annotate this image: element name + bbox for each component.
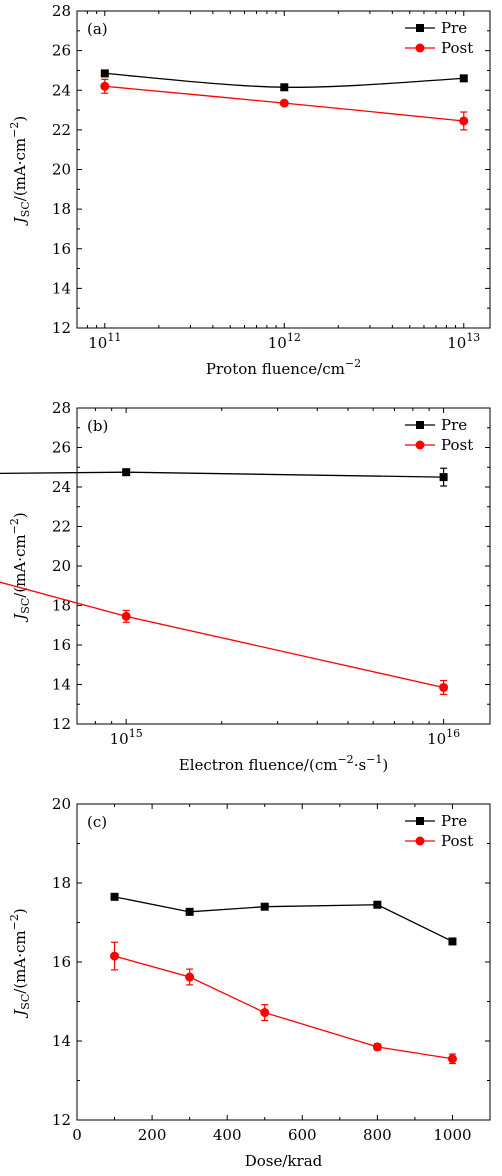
y-tick-label: 16	[52, 953, 71, 971]
plot-frame	[76, 407, 491, 725]
x-tick-label: 600	[288, 1126, 317, 1144]
x-axis-label: Electron fluence/(cm−2·s−1)	[179, 753, 388, 774]
y-tick-label: 12	[52, 1111, 71, 1129]
data-point	[122, 468, 131, 477]
data-point	[447, 1054, 457, 1064]
legend-marker	[415, 836, 425, 846]
y-tick-label: 22	[52, 518, 71, 536]
series-line	[114, 896, 453, 943]
data-point	[439, 473, 448, 482]
y-axis-label: JSC/(mA·cm−2)	[8, 512, 32, 622]
data-point	[100, 81, 110, 91]
data-point	[260, 1008, 270, 1018]
x-tick-label: 200	[138, 1126, 167, 1144]
legend: Pre Post	[405, 416, 473, 454]
data-point	[280, 83, 289, 92]
legend-marker	[416, 817, 424, 825]
data-point	[100, 69, 109, 78]
y-tick-label: 20	[52, 161, 71, 179]
y-tick-label: 24	[52, 81, 71, 99]
legend-label: Pre	[441, 19, 467, 37]
series-line	[114, 955, 453, 1060]
data-point	[459, 116, 469, 126]
series-post	[110, 941, 457, 1065]
y-tick-label: 28	[52, 2, 71, 20]
data-point	[459, 74, 468, 83]
x-tick-label: 1015	[110, 727, 143, 748]
legend: Pre Post	[405, 812, 473, 850]
series-post	[100, 78, 469, 131]
y-axis-label: JSC/(mA·cm−2)	[8, 908, 32, 1018]
series-line	[0, 471, 444, 478]
x-tick-label: 800	[363, 1126, 392, 1144]
x-tick-label: 400	[213, 1126, 242, 1144]
series-pre	[0, 467, 448, 487]
x-tick-label: 1012	[268, 331, 301, 352]
data-point	[260, 902, 269, 911]
chart-panel-1: 12 14 16 18 20 22 24 26 28 1011 1012 1013 Proton flu…	[8, 2, 491, 378]
y-axis-label: JSC/(mA·cm−2)	[8, 116, 32, 226]
legend: Pre Post	[405, 19, 473, 57]
data-point	[185, 907, 194, 916]
x-axis-label: Proton fluence/cm−2	[206, 357, 361, 378]
y-tick-label: 20	[52, 795, 71, 813]
x-tick-label: 1000	[433, 1126, 471, 1144]
data-point	[439, 682, 449, 692]
y-tick-label: 14	[52, 279, 71, 297]
data-point	[279, 98, 289, 108]
panel-label: (a)	[87, 20, 108, 38]
x-tick-label: 1013	[447, 331, 480, 352]
legend-label: Post	[441, 39, 473, 57]
series-pre	[100, 69, 468, 92]
y-tick-label: 16	[52, 636, 71, 654]
legend-marker	[416, 421, 424, 429]
plot-frame	[76, 803, 491, 1121]
x-axis-label: Dose/krad	[245, 1152, 323, 1170]
y-tick-label: 14	[52, 1032, 71, 1050]
y-tick-label: 18	[52, 200, 71, 218]
x-tick-label: 0	[72, 1126, 82, 1144]
data-point	[372, 1042, 382, 1052]
y-tick-label: 22	[52, 121, 71, 139]
data-point	[121, 611, 131, 621]
legend-marker	[416, 24, 424, 32]
x-tick-label: 1016	[427, 727, 460, 748]
y-tick-label: 24	[52, 478, 71, 496]
panel-label: (c)	[87, 813, 107, 831]
y-tick-label: 12	[52, 319, 71, 337]
legend-marker	[415, 440, 425, 450]
y-tick-label: 20	[52, 557, 71, 575]
series-post	[0, 581, 449, 695]
panel-label: (b)	[87, 417, 108, 435]
legend-label: Pre	[441, 812, 467, 830]
legend-marker	[415, 43, 425, 53]
y-tick-label: 14	[52, 676, 71, 694]
data-point	[185, 972, 195, 982]
data-point	[373, 900, 382, 909]
y-tick-label: 28	[52, 399, 71, 417]
data-point	[448, 937, 457, 946]
y-tick-label: 16	[52, 240, 71, 258]
legend-label: Post	[441, 436, 473, 454]
y-tick-label: 26	[52, 42, 71, 60]
data-point	[110, 951, 120, 961]
legend-label: Pre	[441, 416, 467, 434]
legend-label: Post	[441, 832, 473, 850]
data-point	[110, 892, 119, 901]
y-tick-label: 18	[52, 874, 71, 892]
y-tick-label: 26	[52, 439, 71, 457]
plot-frame	[76, 10, 491, 329]
y-tick-label: 18	[52, 597, 71, 615]
y-tick-label: 12	[52, 715, 71, 733]
x-tick-label: 1011	[88, 331, 121, 352]
chart-panel-2: 121416182022242628101410151016Electron f…	[0, 399, 491, 774]
series-pre	[110, 892, 457, 946]
